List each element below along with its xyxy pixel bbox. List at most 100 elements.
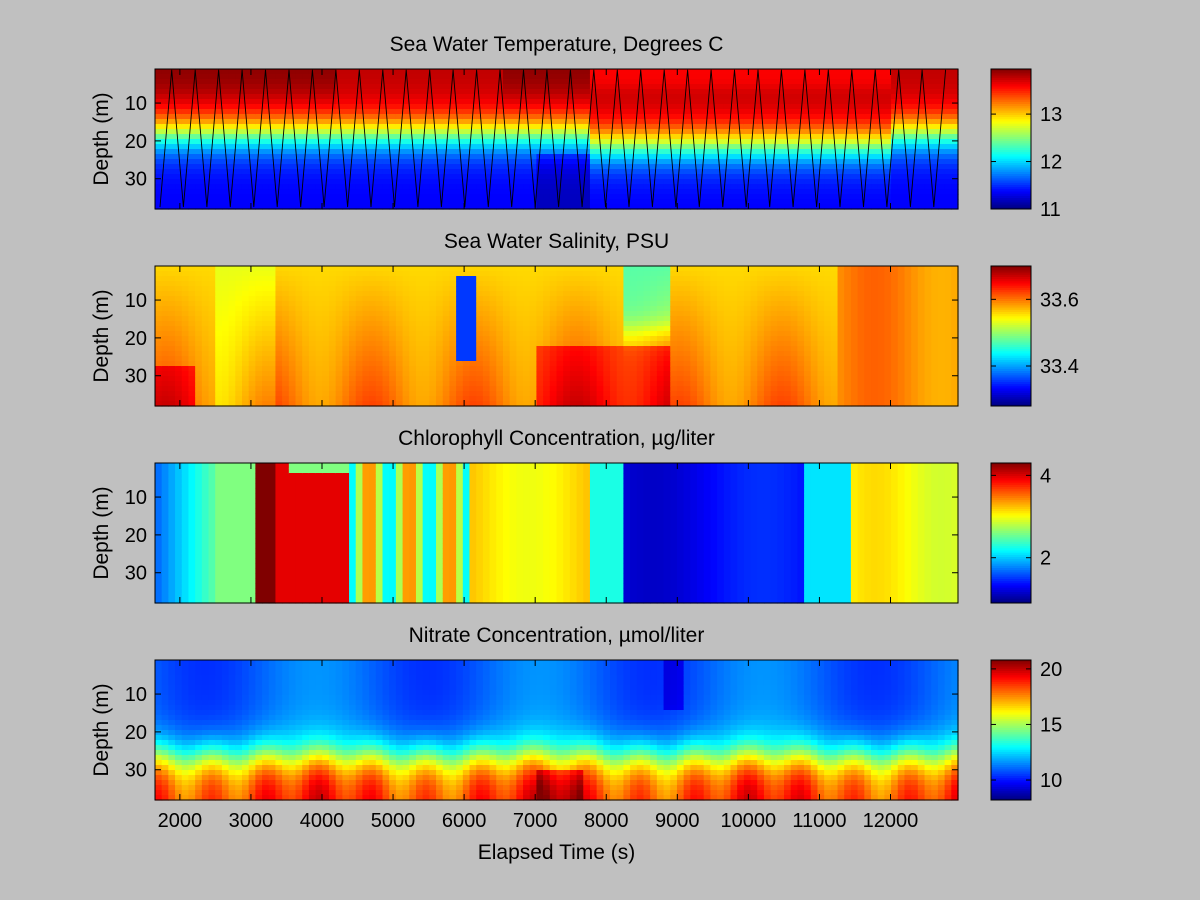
heatmap-cell <box>262 129 270 135</box>
heatmap-cell <box>422 144 430 150</box>
heatmap-cell <box>509 179 517 185</box>
heatmap-cell <box>175 84 183 90</box>
heatmap-cell <box>215 331 223 337</box>
heatmap-cell <box>944 124 952 130</box>
heatmap-cell <box>389 129 397 135</box>
heatmap-cell <box>215 376 223 382</box>
heatmap-cell <box>810 144 819 150</box>
heatmap-cell <box>208 266 216 272</box>
heatmap-cell <box>302 386 310 392</box>
heatmap-cell <box>382 306 390 312</box>
colorbar-swatch <box>991 171 1031 175</box>
heatmap-cell <box>482 144 491 150</box>
heatmap-cell <box>623 169 631 175</box>
heatmap-cell <box>382 336 390 342</box>
heatmap-cell <box>155 366 163 372</box>
heatmap-cell <box>208 316 216 322</box>
heatmap-cell <box>804 119 812 125</box>
heatmap-cell <box>857 144 865 150</box>
heatmap-cell <box>449 341 457 347</box>
heatmap-cell <box>810 74 819 80</box>
heatmap-cell <box>201 346 210 352</box>
heatmap-cell <box>409 381 417 387</box>
heatmap-cell <box>603 104 611 110</box>
heatmap-cell <box>422 391 430 397</box>
heatmap-cell <box>395 124 404 130</box>
heatmap-cell <box>429 169 437 175</box>
heatmap-cell <box>188 311 196 317</box>
heatmap-cell <box>355 361 364 367</box>
heatmap-cell <box>496 139 504 145</box>
heatmap-cell <box>884 74 892 80</box>
heatmap-cell <box>844 79 852 85</box>
heatmap-cell <box>924 104 932 110</box>
heatmap-cell <box>436 74 444 80</box>
heatmap-cell <box>208 194 216 200</box>
heatmap-cell <box>382 99 390 105</box>
heatmap-cell <box>168 179 176 185</box>
heatmap-cell <box>389 386 397 392</box>
heatmap-cell <box>201 271 210 277</box>
heatmap-cell <box>235 371 243 377</box>
heatmap-cell <box>302 69 310 75</box>
heatmap-cell <box>743 129 752 135</box>
heatmap-cell <box>610 174 618 180</box>
heatmap-cell <box>389 296 397 302</box>
heatmap-cell <box>322 114 330 120</box>
heatmap-cell <box>623 174 631 180</box>
heatmap-cell <box>850 129 859 135</box>
heatmap-cell <box>516 99 524 105</box>
heatmap-cell <box>650 179 658 185</box>
heatmap-cell <box>395 391 404 397</box>
heatmap-cell <box>496 361 504 367</box>
heatmap-cell <box>221 331 230 337</box>
heatmap-cell <box>195 366 203 372</box>
heatmap-cell <box>543 129 551 135</box>
heatmap-cell <box>837 179 845 185</box>
heatmap-cell <box>275 316 283 322</box>
heatmap-cell <box>268 376 277 382</box>
heatmap-cell <box>476 311 484 317</box>
heatmap-cell <box>583 204 591 210</box>
heatmap-cell <box>422 159 430 165</box>
heatmap-cell <box>161 134 169 140</box>
heatmap-cell <box>529 99 538 105</box>
heatmap-cell <box>529 109 538 115</box>
heatmap-cell <box>195 129 203 135</box>
heatmap-cell <box>235 356 243 362</box>
heatmap-cell <box>596 204 604 210</box>
y-tick-label: 10 <box>125 93 147 115</box>
heatmap-cell <box>469 134 477 140</box>
heatmap-cell <box>697 84 705 90</box>
heatmap-cell <box>168 336 176 342</box>
heatmap-cell <box>288 356 297 362</box>
heatmap-cell <box>181 84 190 90</box>
heatmap-cell <box>630 74 638 80</box>
heatmap-cell <box>864 69 872 75</box>
heatmap-cell <box>469 396 477 402</box>
heatmap-cell <box>576 159 584 165</box>
heatmap-cell <box>369 301 377 307</box>
heatmap-cell <box>502 114 511 120</box>
heatmap-cell <box>322 109 330 115</box>
heatmap-cell <box>543 99 551 105</box>
heatmap-cell <box>188 129 196 135</box>
heatmap-cell <box>817 164 825 170</box>
heatmap-cell <box>449 124 457 130</box>
heatmap-cell <box>429 361 437 367</box>
heatmap-cell <box>770 174 778 180</box>
heatmap-cell <box>168 331 176 337</box>
heatmap-cell <box>850 94 859 100</box>
heatmap-cell <box>656 194 665 200</box>
heatmap-cell <box>175 331 183 337</box>
heatmap-cell <box>436 134 444 140</box>
heatmap-cell <box>402 346 410 352</box>
heatmap-cell <box>241 74 250 80</box>
heatmap-cell <box>228 326 236 332</box>
heatmap-cell <box>328 114 337 120</box>
heatmap-cell <box>476 149 484 155</box>
heatmap-cell <box>221 291 230 297</box>
heatmap-cell <box>342 276 350 282</box>
heatmap-cell <box>844 74 852 80</box>
heatmap-cell <box>355 179 364 185</box>
